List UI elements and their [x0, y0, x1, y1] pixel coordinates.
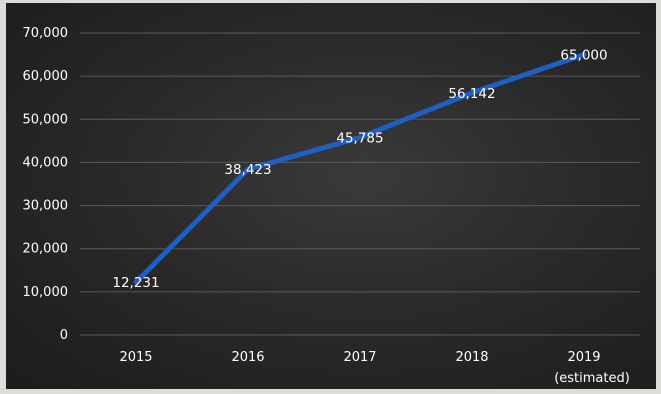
- x-tick-label: 2019: [567, 350, 600, 365]
- y-axis-ticks: 0 10,000 20,000 30,000 40,000 50,000 60,000 70,…: [23, 26, 69, 343]
- data-label: 56,142: [448, 86, 495, 102]
- data-labels: 12,231 38,423 45,785 56,142 65,000: [112, 48, 607, 292]
- y-tick-label: 70,000: [23, 26, 69, 41]
- gridlines: [80, 32, 640, 336]
- data-point: [469, 90, 475, 96]
- data-point: [581, 52, 587, 58]
- data-point: [245, 166, 251, 172]
- x-tick-sublabel: (estimated): [554, 371, 630, 386]
- y-tick-label: 20,000: [23, 242, 69, 257]
- data-label: 45,785: [336, 130, 383, 146]
- data-point: [133, 279, 139, 285]
- y-tick-label: 40,000: [23, 155, 69, 170]
- y-tick-label: 10,000: [23, 285, 69, 300]
- data-label: 65,000: [560, 48, 607, 64]
- data-label: 12,231: [112, 275, 159, 291]
- y-tick-label: 0: [60, 328, 68, 343]
- x-tick-label: 2017: [343, 350, 376, 365]
- data-label: 38,423: [224, 162, 271, 178]
- x-tick-label: 2018: [455, 350, 488, 365]
- y-tick-label: 50,000: [23, 112, 69, 127]
- y-tick-label: 60,000: [23, 69, 69, 84]
- x-tick-label: 2015: [119, 350, 152, 365]
- data-point: [357, 134, 363, 140]
- series-line-group: [133, 52, 587, 285]
- x-axis-ticks: 2015 2016 2017 2018 2019 (estimated): [119, 350, 629, 386]
- y-tick-label: 30,000: [23, 199, 69, 214]
- series-line: [133, 52, 587, 285]
- x-tick-label: 2016: [231, 350, 264, 365]
